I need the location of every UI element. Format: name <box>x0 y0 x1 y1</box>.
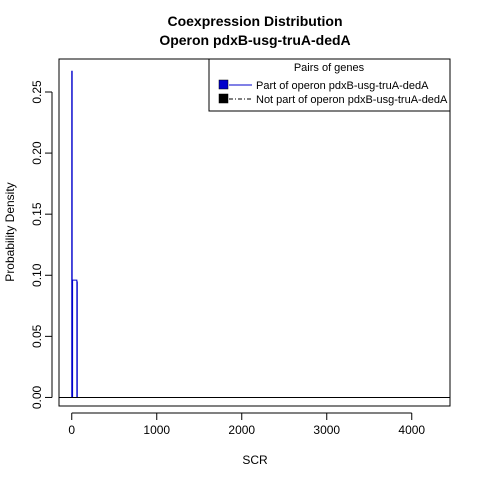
series-line-operon <box>71 70 78 398</box>
y-axis: 0.00 0.05 0.10 0.15 0.20 0.25 <box>30 80 53 409</box>
y-tick-label: 0.25 <box>30 80 44 104</box>
x-tick-label: 3000 <box>313 423 340 437</box>
chart-title: Coexpression Distribution <box>167 13 342 29</box>
legend-label-non-operon: Not part of operon pdxB-usg-truA-dedA <box>256 94 448 106</box>
legend-swatch-operon <box>218 79 229 90</box>
y-tick-label: 0.20 <box>30 141 44 165</box>
chart-subtitle: Operon pdxB-usg-truA-dedA <box>159 32 350 48</box>
legend: Pairs of genes Part of operon pdxB-usg-t… <box>208 58 451 112</box>
x-tick-label: 0 <box>68 423 75 437</box>
x-tick-label: 2000 <box>228 423 255 437</box>
legend-title: Pairs of genes <box>294 62 365 74</box>
y-axis-title: Probability Density <box>3 182 17 281</box>
y-tick-label: 0.15 <box>30 202 44 226</box>
x-tick-label: 4000 <box>398 423 425 437</box>
y-tick-label: 0.05 <box>30 324 44 348</box>
y-tick-label: 0.10 <box>30 263 44 287</box>
x-axis-title: SCR <box>242 453 268 467</box>
series-layer <box>59 70 450 398</box>
x-axis: 0 1000 2000 3000 4000 <box>68 412 425 437</box>
y-tick-label: 0.00 <box>30 385 44 409</box>
legend-swatch-non-operon <box>218 93 229 104</box>
x-tick-label: 1000 <box>143 423 170 437</box>
legend-label-operon: Part of operon pdxB-usg-truA-dedA <box>256 80 429 92</box>
